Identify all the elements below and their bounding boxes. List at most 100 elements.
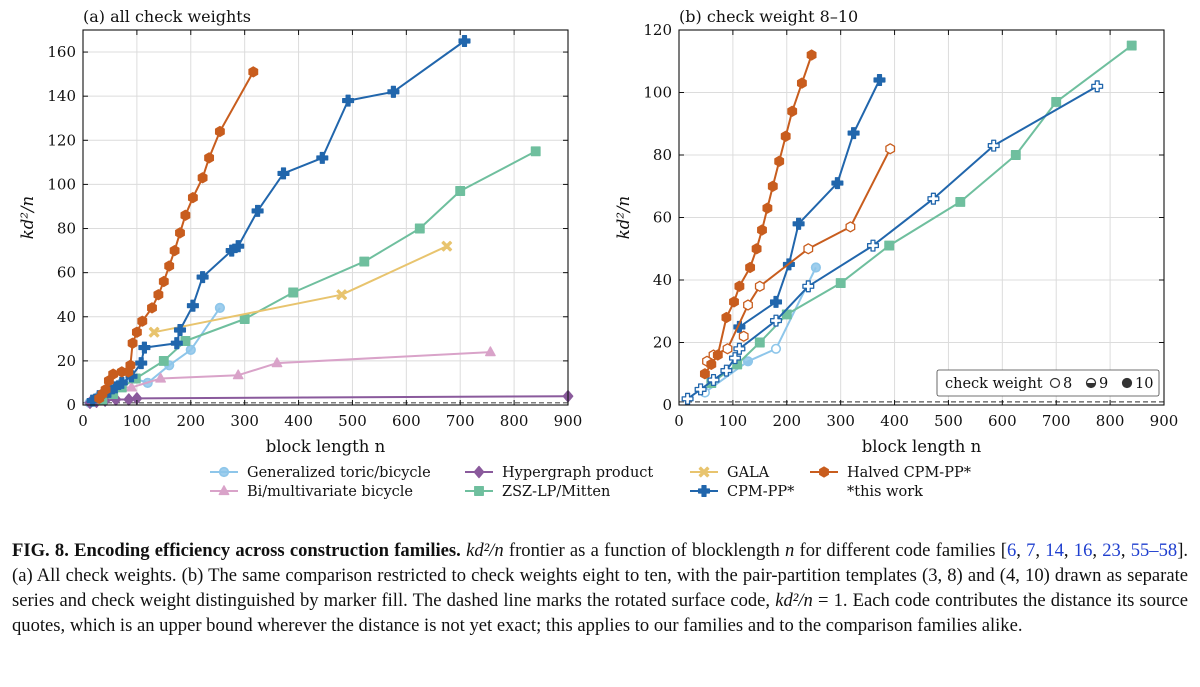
data-point-marker xyxy=(414,223,425,234)
caption-text-3: ]. (a) All check weights. (b) The same c… xyxy=(12,540,1189,611)
data-point xyxy=(186,299,199,312)
data-point xyxy=(248,66,259,78)
data-point-marker xyxy=(187,192,198,204)
data-point xyxy=(769,295,783,308)
legend-label: GALA xyxy=(727,465,770,481)
data-point-marker xyxy=(927,192,940,205)
data-point-marker xyxy=(847,127,860,140)
data-point xyxy=(277,167,290,180)
y-tick-label: 120 xyxy=(643,21,672,39)
data-point-marker xyxy=(251,204,264,217)
data-point-marker xyxy=(734,280,745,292)
caption-math-expr-2: kd²/n xyxy=(775,590,813,611)
x-tick-label: 500 xyxy=(338,412,367,430)
legend-entry: GALA xyxy=(690,465,770,481)
data-point-marker xyxy=(218,466,230,478)
data-point-marker xyxy=(803,243,814,255)
data-point-marker xyxy=(126,381,137,392)
caption-ref[interactable]: 14 xyxy=(1045,540,1064,561)
caption-ref[interactable]: 55–58 xyxy=(1130,540,1178,561)
data-point xyxy=(729,296,739,308)
data-point-marker xyxy=(214,302,225,313)
data-point xyxy=(927,192,940,205)
caption-text-4: = 1. Each code contributes the distance … xyxy=(12,590,1189,636)
data-point-marker xyxy=(137,315,148,327)
y-tick-label: 160 xyxy=(47,43,76,61)
data-point-marker xyxy=(728,352,742,365)
data-point xyxy=(796,77,807,89)
data-point-marker xyxy=(214,125,225,138)
data-point-marker xyxy=(158,275,169,288)
data-point-marker xyxy=(757,224,767,236)
data-point-marker xyxy=(530,146,541,157)
data-point xyxy=(802,280,815,293)
panel-b-chart: 0 100 200 300 400 500 600 700 800 900 0 20 40 60 80 100… xyxy=(614,7,1178,456)
x-tick-label: 800 xyxy=(500,412,529,430)
data-point xyxy=(197,172,208,184)
series xyxy=(84,389,574,410)
data-point xyxy=(158,355,169,366)
y-tick-label: 40 xyxy=(57,308,76,326)
data-point-marker xyxy=(769,314,783,327)
legend: Generalized toric/bicycle Bi/multivariate… xyxy=(210,465,972,500)
data-point xyxy=(1010,150,1021,160)
data-point-marker xyxy=(831,177,844,190)
caption-label: FIG. 8. xyxy=(12,540,69,561)
data-point-marker xyxy=(697,484,711,498)
data-point-marker xyxy=(131,326,142,338)
data-point-marker xyxy=(987,139,1000,152)
data-point-marker xyxy=(733,342,746,355)
series xyxy=(148,240,453,338)
data-point-marker xyxy=(359,256,370,267)
series xyxy=(94,66,259,404)
y-tick-label: 140 xyxy=(47,87,76,105)
data-point xyxy=(767,180,778,192)
caption-ref[interactable]: 6 xyxy=(1006,540,1017,561)
data-point-marker xyxy=(239,314,250,324)
data-point-marker xyxy=(707,373,720,387)
data-point xyxy=(137,315,148,327)
data-point-marker xyxy=(474,486,484,496)
data-point-marker xyxy=(810,262,822,273)
caption-ref[interactable]: 23 xyxy=(1102,540,1121,561)
caption-ref-separator: , xyxy=(1092,540,1103,561)
x-tick-label: 300 xyxy=(826,412,855,430)
data-point xyxy=(884,240,895,251)
data-point xyxy=(720,364,733,377)
data-point xyxy=(745,261,756,274)
series xyxy=(699,49,817,380)
data-point xyxy=(473,465,485,479)
data-point-marker xyxy=(153,289,164,301)
data-point-marker xyxy=(155,372,166,383)
legend-entry: ZSZ-LP/Mitten xyxy=(465,484,610,500)
data-point xyxy=(780,130,791,142)
series-line xyxy=(704,54,813,375)
data-point xyxy=(721,311,732,324)
data-point xyxy=(131,326,142,338)
data-point xyxy=(232,369,244,380)
fill-legend-item: 10 xyxy=(1135,376,1153,392)
data-point xyxy=(127,337,138,349)
data-point xyxy=(153,289,164,301)
data-point-marker xyxy=(694,383,707,396)
data-point xyxy=(316,151,329,164)
fill-legend-marker-half xyxy=(1086,383,1096,388)
data-point-marker xyxy=(158,355,169,366)
series xyxy=(97,146,541,405)
data-point-marker xyxy=(115,376,128,389)
caption-ref[interactable]: 16 xyxy=(1073,540,1093,561)
x-tick-label: 900 xyxy=(1150,412,1179,430)
data-point-marker xyxy=(127,337,138,349)
legend-label: ZSZ-LP/Mitten xyxy=(502,484,610,500)
data-point xyxy=(251,204,264,217)
data-point-marker xyxy=(751,243,762,255)
series-line xyxy=(89,395,569,404)
chart-title: (a) all check weights xyxy=(83,7,251,26)
data-point xyxy=(100,384,111,396)
series xyxy=(706,40,1137,389)
y-tick-label: 40 xyxy=(653,271,672,289)
data-point-marker xyxy=(441,240,453,252)
caption-ref[interactable]: 7 xyxy=(1026,540,1036,561)
data-point-marker xyxy=(796,77,807,89)
x-tick-label: 600 xyxy=(392,412,421,430)
